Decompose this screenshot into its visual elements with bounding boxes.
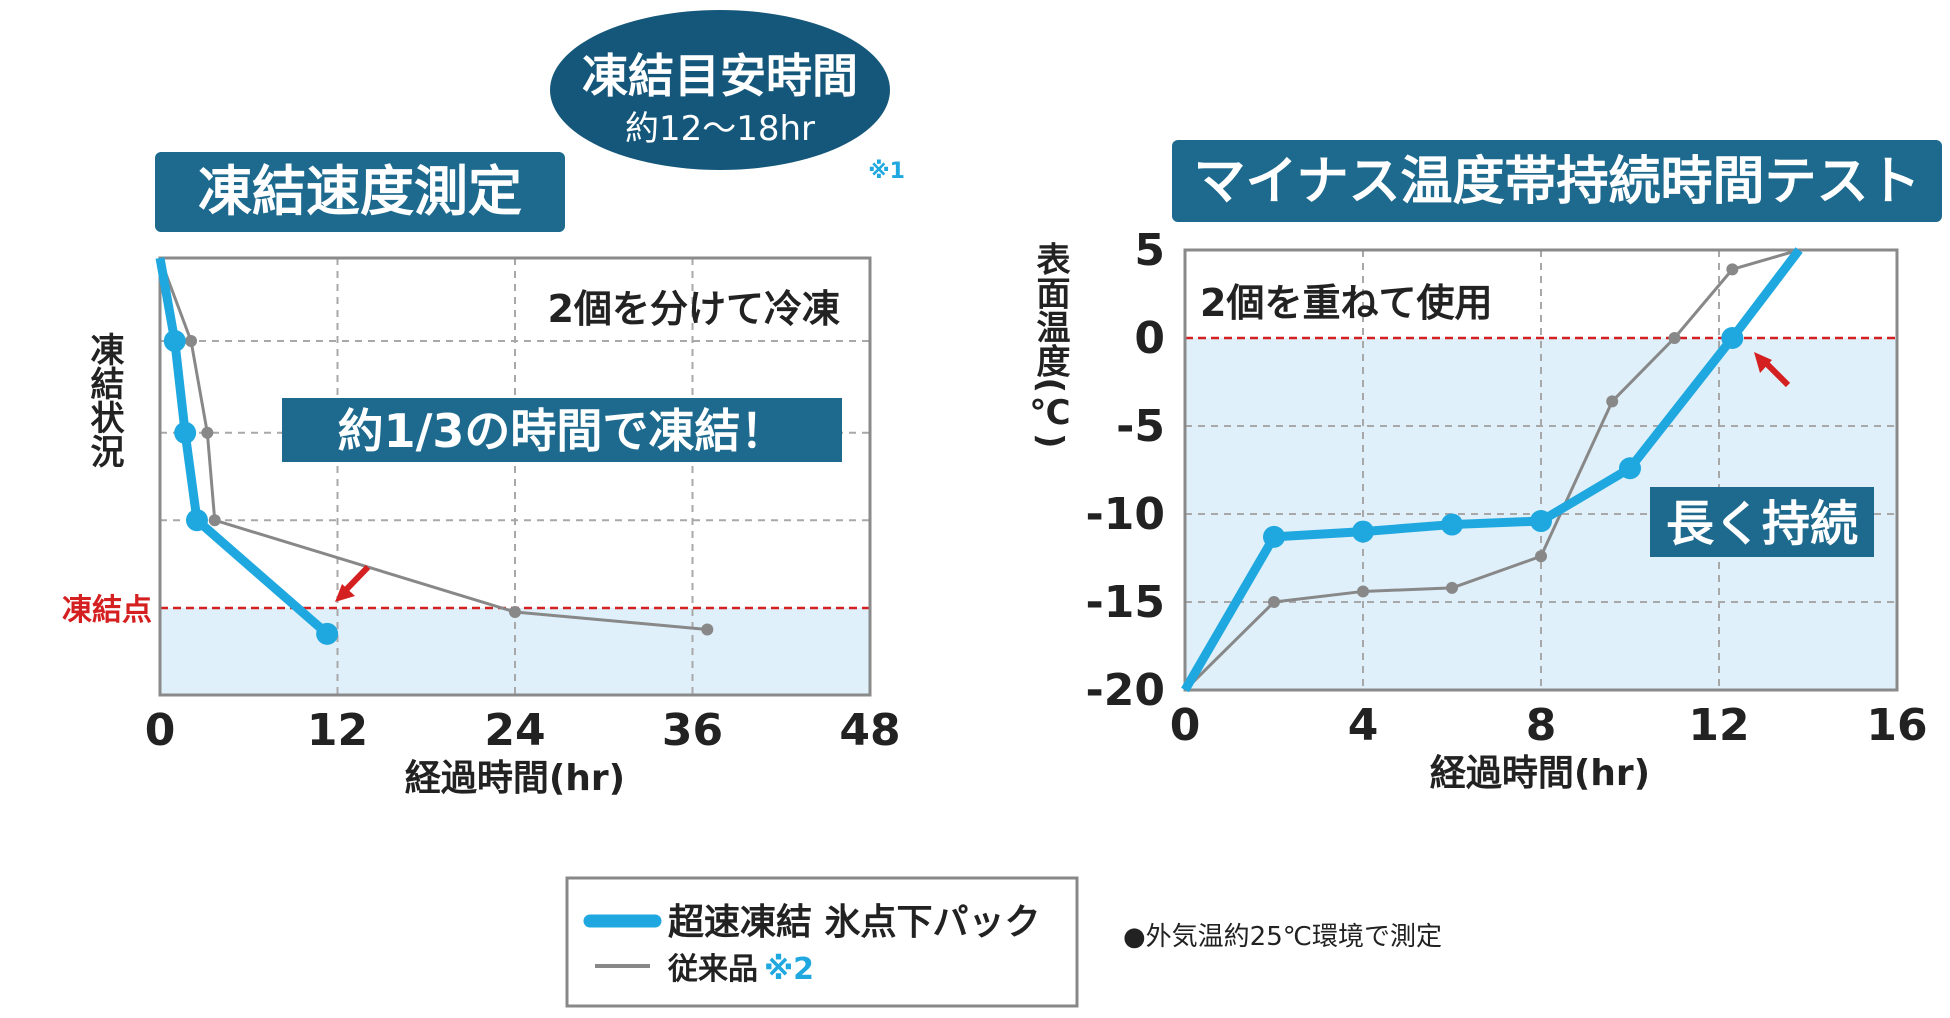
- left-x-tick-label: 48: [839, 705, 900, 756]
- legend-box: [565, 876, 1079, 1008]
- left-x-axis-title: 経過時間(hr): [405, 758, 625, 799]
- left-x-tick-label: 36: [662, 705, 723, 756]
- right-data-point: [1726, 263, 1739, 276]
- freeze-time-bubble: [550, 10, 890, 170]
- right-y-tick-label: 0: [1134, 313, 1165, 364]
- right-data-point: [1535, 550, 1547, 563]
- right-arrow-icon: [1754, 352, 1791, 388]
- left-chart-title: 凍結速度測定: [198, 160, 522, 223]
- left-data-point: [701, 623, 714, 636]
- right-x-tick-label: 0: [1170, 700, 1201, 751]
- right-y-tick-label: 5: [1134, 225, 1165, 276]
- bubble-subtitle: 約12〜18hr: [625, 109, 815, 149]
- left-data-point: [509, 605, 521, 618]
- left-callout-box: [282, 398, 842, 462]
- right-chart-title: マイナス温度帯持続時間テスト: [1194, 152, 1921, 212]
- right-x-axis-title: 経過時間(hr): [1430, 753, 1650, 794]
- left-series-line: [158, 257, 708, 631]
- legend-label-conventional: 従来品 ※2: [667, 952, 814, 987]
- right-data-point: [1357, 585, 1369, 598]
- right-data-point: [1352, 520, 1374, 543]
- left-data-point: [201, 426, 214, 439]
- right-y-ticks: 5 0 -5 -10 -15 -20: [1086, 225, 1166, 716]
- right-title-banner: [1172, 140, 1942, 222]
- right-data-point: [1606, 395, 1619, 408]
- right-annotation: 2個を重ねて使用: [1200, 281, 1492, 325]
- right-series-ultra-fast: [1181, 247, 1803, 693]
- right-x-tick-label: 12: [1688, 700, 1749, 751]
- left-data-point: [316, 622, 339, 645]
- right-data-point: [1441, 513, 1463, 536]
- right-data-point: [1530, 510, 1552, 533]
- right-data-point: [1721, 327, 1744, 349]
- left-data-point: [185, 509, 208, 532]
- left-chart: 2個を分けて冷凍 約1/3の時間で凍結！ 凍結点 凍結状況 0 12 24 36 48 …: [62, 256, 901, 799]
- left-annotation: 2個を分けて冷凍: [548, 287, 840, 331]
- right-y-tick-label: -20: [1086, 665, 1166, 716]
- right-y-axis-title: 表面温度(℃): [1030, 241, 1070, 448]
- right-data-point: [1668, 332, 1681, 344]
- environment-note: ●外気温約25℃環境で測定: [1123, 922, 1442, 952]
- right-callout-box: [1650, 487, 1874, 557]
- right-y-tick-label: -10: [1086, 489, 1166, 540]
- right-data-point: [1446, 581, 1458, 594]
- left-title-banner: [155, 152, 565, 232]
- right-y-tick-label: -15: [1086, 577, 1166, 628]
- legend-label-ultra-fast: 超速凍結 氷点下パック: [668, 902, 1041, 943]
- right-x-ticks: 0 4 8 12 16: [1170, 700, 1928, 751]
- left-y-axis-title: 凍結状況: [84, 332, 124, 469]
- left-freeze-point-label: 凍結点: [62, 593, 152, 628]
- right-chart: 2個を重ねて使用 長く持続 5 0 -5 -10 -15 -20 表面温度(℃) 0 4 8 1…: [1030, 225, 1928, 794]
- right-x-tick-label: 4: [1348, 700, 1379, 751]
- left-arrow-icon: [335, 564, 371, 602]
- left-plot-frame: [158, 256, 872, 697]
- bubble-title: 凍結目安時間: [582, 49, 858, 103]
- left-x-tick-label: 0: [145, 705, 176, 756]
- right-callout: 長く持続: [1666, 496, 1858, 552]
- legend: 超速凍結 氷点下パック 従来品 ※2: [565, 876, 1079, 1008]
- right-data-point: [1263, 525, 1285, 548]
- left-data-point: [208, 514, 221, 527]
- right-x-tick-label: 16: [1866, 700, 1927, 751]
- right-data-point: [1268, 596, 1280, 608]
- left-x-ticks: 0 12 24 36 48: [145, 705, 901, 756]
- left-data-point: [185, 335, 198, 348]
- right-x-tick-label: 8: [1526, 700, 1557, 751]
- right-series-line: [1181, 247, 1803, 693]
- note-1: ※1: [868, 159, 905, 184]
- right-data-point: [1619, 457, 1641, 480]
- left-data-point: [174, 421, 197, 444]
- legend-conventional-note: ※2: [764, 952, 814, 987]
- left-x-tick-label: 24: [484, 705, 545, 756]
- right-series-conventional: [1183, 248, 1800, 692]
- right-y-tick-label: -5: [1116, 401, 1165, 452]
- left-series-conventional: [158, 257, 714, 636]
- left-callout: 約1/3の時間で凍結！: [338, 404, 787, 458]
- right-plot-frame: [1183, 248, 1899, 692]
- left-data-point: [163, 330, 186, 353]
- legend-conventional-name: 従来品: [667, 952, 758, 987]
- left-series-ultra-fast: [155, 257, 339, 645]
- left-x-tick-label: 12: [307, 705, 368, 756]
